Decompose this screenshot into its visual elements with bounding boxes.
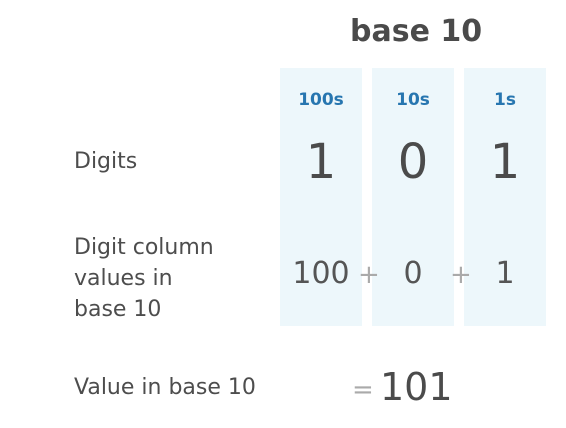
column-10s — [372, 68, 454, 326]
column-values-row-label: Digit column values in base 10 — [74, 232, 274, 325]
diagram-title: base 10 — [350, 14, 483, 49]
column-100s — [280, 68, 362, 326]
digit-10s: 0 — [397, 134, 429, 190]
column-header-1s: 1s — [494, 90, 516, 110]
column-header-10s: 10s — [396, 90, 430, 110]
column-1s — [464, 68, 546, 326]
digit-100s: 1 — [305, 134, 337, 190]
column-value-100s: 100 — [292, 256, 350, 291]
column-values-label-line-1: Digit column — [74, 235, 214, 260]
column-value-1s: 1 — [495, 256, 515, 291]
digit-1s: 1 — [489, 134, 521, 190]
plus-operator-1: + — [358, 260, 380, 290]
column-values-label-line-3: base 10 — [74, 297, 162, 322]
plus-operator-2: + — [450, 260, 472, 290]
column-values-label-line-2: values in — [74, 266, 173, 291]
column-header-100s: 100s — [298, 90, 344, 110]
value-row-label: Value in base 10 — [74, 375, 256, 400]
equals-operator: = — [352, 375, 374, 405]
column-value-10s: 0 — [403, 256, 423, 291]
result-value: 101 — [380, 365, 453, 409]
digits-row-label: Digits — [74, 149, 138, 174]
